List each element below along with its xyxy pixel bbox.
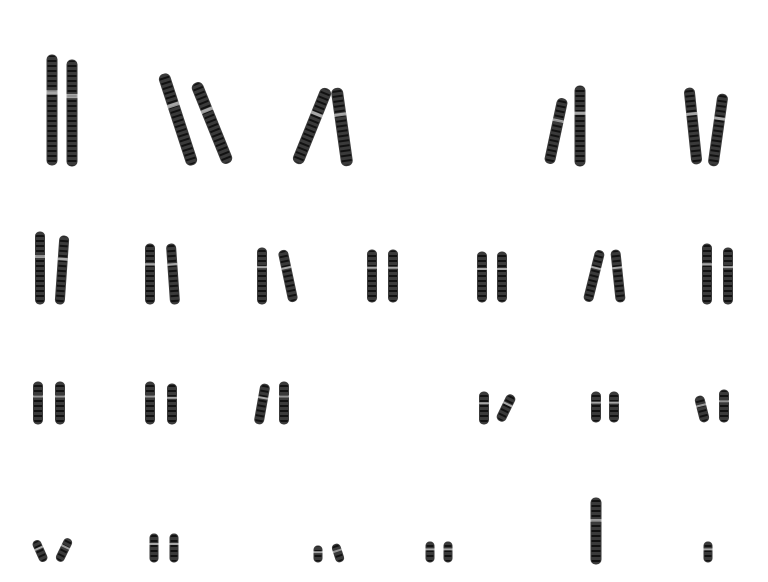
chromosome-g10-2: [497, 251, 507, 303]
chromosome-pair-g5: [684, 87, 728, 167]
chromosome-g21-1: [313, 545, 323, 563]
chromosome-pair-g9: [367, 249, 398, 303]
chromosome-g13-2: [55, 381, 65, 425]
chromosome-g12-1: [702, 243, 712, 305]
chromosome-g4-2: [574, 85, 586, 167]
chromosome-pair-g13: [33, 381, 65, 425]
chromosome-pair-g12: [702, 243, 733, 305]
chromosome-g11-1: [583, 250, 605, 302]
chromosome-g22-1: [425, 541, 435, 563]
chromosome-g14-2: [167, 383, 177, 425]
chromosome-g6-2: [54, 235, 70, 305]
chromosome-g8-2: [278, 249, 298, 303]
chromosome-pair-g18: [694, 389, 729, 423]
chromosome-g2-2: [191, 82, 233, 164]
chromosome-pair-g8: [257, 247, 298, 305]
chromosome-g20-1: [149, 533, 159, 563]
chromosome-g7-1: [145, 243, 155, 305]
chromosome-g12-2: [723, 247, 733, 305]
chromosome-g7-2: [166, 243, 180, 305]
chromosome-pair-gY: [703, 541, 713, 563]
chromosome-pair-g11: [583, 249, 626, 303]
chromosome-gY-1: [703, 541, 713, 563]
chromosome-g5-1: [684, 87, 702, 165]
chromosome-g15-1: [254, 383, 270, 425]
chromosome-g17-1: [591, 391, 601, 423]
chromosome-g13-1: [33, 381, 43, 425]
chromosome-pair-g15: [254, 381, 289, 425]
chromosome-pair-g7: [145, 243, 180, 305]
chromosome-g8-1: [257, 247, 267, 305]
chromosome-g17-2: [609, 391, 619, 423]
chromosome-pair-g10: [477, 251, 507, 303]
chromosome-pair-g17: [591, 391, 619, 423]
chromosome-pair-g14: [145, 381, 177, 425]
chromosome-pair-g2: [158, 73, 233, 166]
chromosome-g6-1: [35, 231, 45, 305]
chromosome-g21-2: [331, 543, 345, 563]
chromosome-g19-2: [55, 538, 73, 562]
chromosome-g9-2: [388, 249, 398, 303]
chromosome-pair-gX: [590, 497, 602, 565]
chromosome-pair-g21: [313, 543, 345, 563]
chromosome-g3-1: [292, 87, 332, 165]
chromosome-g2-1: [158, 73, 198, 166]
chromosome-layer: [32, 54, 733, 565]
chromosome-g10-1: [477, 251, 487, 303]
chromosome-g20-2: [169, 533, 179, 563]
chromosome-g19-1: [32, 539, 48, 563]
chromosome-g4-1: [544, 98, 568, 164]
chromosome-g22-2: [443, 541, 453, 563]
chromosome-pair-g22: [425, 541, 453, 563]
chromosome-pair-g3: [292, 87, 353, 167]
chromosome-g16-1: [479, 391, 489, 425]
chromosome-g3-2: [331, 87, 353, 167]
chromosome-g11-2: [610, 249, 626, 303]
chromosome-pair-g20: [149, 533, 179, 563]
chromosome-pair-g16: [479, 391, 516, 425]
chromosome-pair-g6: [35, 231, 70, 305]
chromosome-g9-1: [367, 249, 377, 303]
chromosome-g5-2: [708, 93, 728, 167]
chromosome-gX-1: [590, 497, 602, 565]
chromosome-g18-1: [694, 395, 710, 423]
chromosome-pair-g4: [544, 85, 586, 167]
chromosome-g16-2: [496, 394, 516, 422]
chromosome-g18-2: [719, 389, 729, 423]
chromosome-g14-1: [145, 381, 155, 425]
chromosome-pair-g1: [46, 54, 78, 167]
chromosome-g1-1: [46, 54, 58, 166]
chromosome-g1-2: [66, 59, 78, 167]
chromosome-pair-g19: [32, 538, 73, 563]
chromosome-g15-2: [279, 381, 289, 425]
